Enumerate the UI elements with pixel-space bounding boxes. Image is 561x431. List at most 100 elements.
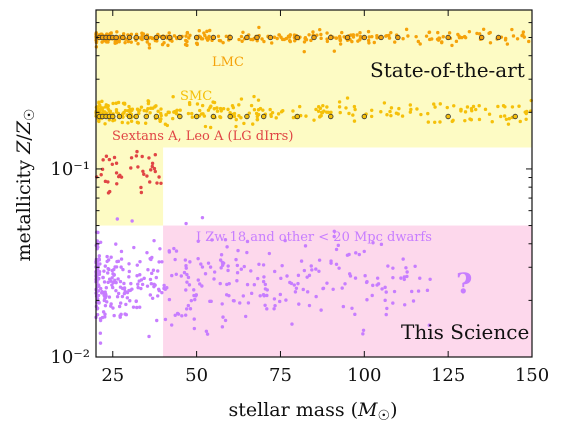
highlight-point-lmc <box>126 34 133 41</box>
point-lmc <box>510 27 514 32</box>
point-smc <box>106 107 110 111</box>
point-lg-dirrs <box>112 155 117 160</box>
point-lmc <box>456 32 460 37</box>
point-smc <box>477 117 482 122</box>
point-smc <box>419 112 423 117</box>
point-lg-dirrs <box>100 167 105 171</box>
point-lg-dirrs <box>110 162 114 167</box>
point-dwarfs <box>173 313 177 317</box>
point-dwarfs <box>279 276 283 281</box>
point-smc <box>396 112 400 116</box>
point-smc <box>212 107 216 111</box>
point-smc <box>249 103 254 108</box>
point-smc <box>226 107 230 112</box>
point-dwarfs <box>105 254 109 259</box>
point-lmc <box>188 33 192 38</box>
point-dwarfs <box>109 255 113 259</box>
point-dwarfs <box>103 315 107 319</box>
point-dwarfs <box>103 290 107 294</box>
point-dwarfs <box>336 243 341 248</box>
point-smc <box>190 111 194 116</box>
point-smc <box>254 111 259 116</box>
point-dwarfs <box>145 284 150 288</box>
point-dwarfs <box>106 271 110 275</box>
point-smc <box>352 104 357 109</box>
point-dwarfs <box>180 314 184 318</box>
point-dwarfs <box>223 238 228 242</box>
point-dwarfs <box>272 307 276 311</box>
point-dwarfs <box>127 262 131 266</box>
point-dwarfs <box>325 281 329 285</box>
point-dwarfs <box>314 294 318 299</box>
point-lmc <box>303 36 308 40</box>
point-smc <box>171 95 175 99</box>
point-dwarfs <box>365 298 369 302</box>
region-1 <box>96 147 164 226</box>
point-dwarfs <box>148 293 153 297</box>
point-dwarfs <box>384 312 388 317</box>
point-dwarfs <box>376 282 381 286</box>
point-lmc <box>427 30 431 35</box>
point-lmc <box>129 40 133 44</box>
point-lmc <box>351 35 356 39</box>
point-lg-dirrs <box>99 173 103 177</box>
point-dwarfs <box>305 290 310 294</box>
point-dwarfs <box>119 265 123 269</box>
point-lmc <box>424 34 429 38</box>
region-label-this-science: This Science <box>401 320 529 344</box>
point-dwarfs <box>148 277 153 282</box>
point-lmc <box>117 37 122 42</box>
point-lmc <box>487 31 491 36</box>
point-smc <box>190 115 195 119</box>
point-lmc <box>287 35 292 39</box>
point-dwarfs <box>252 283 257 287</box>
point-lg-dirrs <box>107 157 112 162</box>
point-dwarfs <box>220 325 225 329</box>
point-dwarfs <box>184 266 188 270</box>
point-smc <box>171 116 175 121</box>
point-dwarfs <box>98 240 103 244</box>
point-smc <box>329 110 333 115</box>
point-lmc <box>436 30 440 35</box>
point-lmc <box>521 30 526 34</box>
point-lmc <box>503 36 508 41</box>
point-dwarfs <box>135 305 139 310</box>
point-dwarfs <box>121 267 125 272</box>
point-dwarfs <box>152 238 156 243</box>
point-dwarfs <box>210 238 214 242</box>
point-lg-dirrs <box>152 166 157 171</box>
highlight-point-smc <box>244 113 250 120</box>
point-dwarfs <box>102 280 107 284</box>
point-dwarfs <box>192 288 196 292</box>
point-dwarfs <box>119 257 124 261</box>
point-smc <box>106 104 110 108</box>
plot-frame <box>95 9 533 358</box>
point-smc <box>463 110 468 114</box>
point-lmc <box>440 40 444 44</box>
point-dwarfs <box>235 279 239 283</box>
point-lmc <box>481 27 486 32</box>
point-dwarfs <box>97 254 102 258</box>
point-dwarfs <box>341 304 346 309</box>
point-dwarfs <box>200 265 205 269</box>
point-dwarfs <box>297 302 301 306</box>
point-lg-dirrs <box>108 189 112 194</box>
point-lmc <box>355 33 359 37</box>
highlight-point-lmc <box>445 34 451 41</box>
point-lmc <box>460 35 464 40</box>
highlight-point-lmc <box>254 34 260 41</box>
point-lmc <box>224 34 229 39</box>
annotation-lmc: LMC <box>212 55 244 70</box>
point-dwarfs <box>221 315 225 319</box>
point-smc <box>281 109 285 113</box>
highlight-point-smc <box>153 113 160 120</box>
point-lg-dirrs <box>119 175 124 179</box>
point-dwarfs <box>371 241 375 245</box>
point-lmc <box>389 30 393 35</box>
point-dwarfs <box>232 299 236 303</box>
point-smc <box>452 104 456 108</box>
point-smc <box>255 117 260 122</box>
point-dwarfs <box>428 277 432 281</box>
point-smc <box>112 118 117 122</box>
point-smc <box>314 107 318 112</box>
